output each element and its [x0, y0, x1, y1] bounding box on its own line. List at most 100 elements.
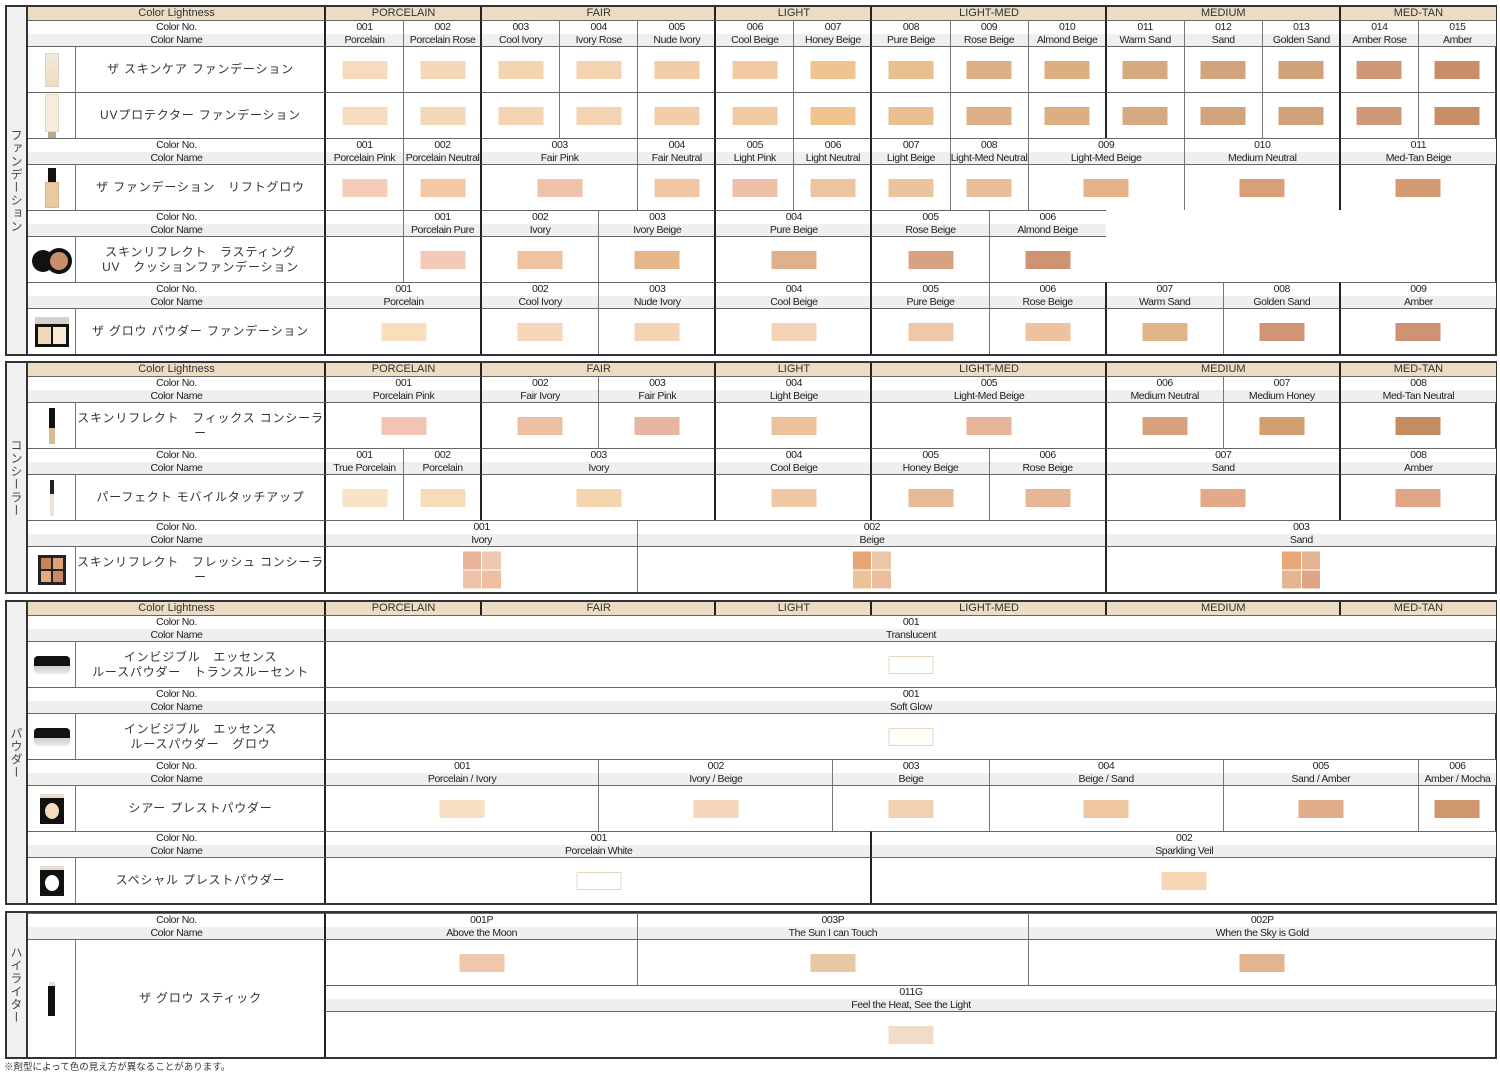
swatch-cell[interactable] — [403, 236, 482, 282]
shade-name: Ivory — [326, 534, 638, 546]
swatch-cell[interactable] — [988, 308, 1106, 354]
swatch-cell[interactable] — [1261, 46, 1340, 92]
color-swatch — [1122, 60, 1168, 79]
swatch-cell[interactable] — [714, 402, 872, 448]
swatch-cell[interactable] — [1338, 164, 1496, 210]
swatch-cell[interactable] — [598, 402, 716, 448]
swatch-cell[interactable] — [714, 164, 794, 210]
swatch-cell[interactable] — [1338, 474, 1496, 520]
swatch-cell[interactable] — [480, 92, 560, 138]
swatch-cell[interactable] — [1027, 939, 1496, 985]
swatch-cell[interactable] — [1104, 474, 1340, 520]
swatch-cell[interactable] — [324, 857, 872, 903]
swatch-cell[interactable] — [598, 308, 716, 354]
swatch-cell[interactable] — [1417, 785, 1496, 831]
swatch-cell[interactable] — [403, 164, 482, 210]
swatch-cell[interactable] — [324, 164, 404, 210]
swatch-cell[interactable] — [324, 92, 404, 138]
shade-header: 011G Feel the Heat, See the Light — [324, 985, 1496, 1011]
swatch-cell[interactable] — [714, 92, 794, 138]
swatch-cell[interactable] — [480, 46, 560, 92]
swatch-cell[interactable] — [1183, 92, 1262, 138]
swatch-cell[interactable] — [714, 236, 872, 282]
swatch-cell[interactable] — [870, 474, 989, 520]
swatch-cell[interactable] — [324, 785, 599, 831]
swatch-cell[interactable] — [324, 1011, 1496, 1057]
swatch-cell[interactable] — [1104, 546, 1496, 592]
swatch-cell[interactable] — [1027, 164, 1184, 210]
swatch-cell[interactable] — [1183, 164, 1340, 210]
swatch-cell[interactable] — [403, 474, 482, 520]
swatch-cell[interactable] — [480, 236, 599, 282]
swatch-cell[interactable] — [637, 46, 716, 92]
swatch-cell[interactable] — [870, 857, 1496, 903]
swatch-cell[interactable] — [559, 46, 638, 92]
shade-header: 007 Warm Sand — [1104, 282, 1223, 308]
color-swatch — [1298, 799, 1344, 818]
swatch-cell[interactable] — [1183, 46, 1262, 92]
swatch-cell[interactable] — [870, 402, 1106, 448]
swatch-cell[interactable] — [1222, 402, 1340, 448]
shade-header: 006 Cool Beige — [714, 20, 794, 46]
swatch-cell[interactable] — [870, 308, 989, 354]
swatch-cell[interactable] — [324, 939, 638, 985]
swatch-cell[interactable] — [559, 92, 638, 138]
swatch-cell[interactable] — [793, 164, 872, 210]
swatch-cell[interactable] — [1338, 402, 1496, 448]
shade-name: Light Beige — [716, 390, 872, 402]
swatch-cell[interactable] — [637, 546, 1106, 592]
swatch-cell[interactable] — [1417, 92, 1496, 138]
swatch-cell[interactable] — [637, 92, 716, 138]
swatch-cell[interactable] — [598, 785, 833, 831]
swatch-cell[interactable] — [1104, 46, 1184, 92]
color-name-label: Color Name — [28, 390, 325, 402]
swatch-cell[interactable] — [714, 46, 794, 92]
shade-header: 013 Golden Sand — [1261, 20, 1340, 46]
swatch-cell[interactable] — [1417, 46, 1496, 92]
swatch-cell[interactable] — [324, 308, 482, 354]
swatch-cell[interactable] — [324, 474, 404, 520]
swatch-cell[interactable] — [1261, 92, 1340, 138]
swatch-cell[interactable] — [598, 236, 716, 282]
swatch-cell[interactable] — [949, 46, 1028, 92]
swatch-cell[interactable] — [870, 92, 950, 138]
swatch-cell[interactable] — [324, 402, 482, 448]
swatch-cell[interactable] — [870, 236, 989, 282]
swatch-cell[interactable] — [480, 474, 716, 520]
swatch-cell[interactable] — [324, 46, 404, 92]
swatch-cell[interactable] — [988, 785, 1223, 831]
swatch-cell[interactable] — [324, 546, 638, 592]
swatch-cell[interactable] — [832, 785, 989, 831]
swatch-cell[interactable] — [1222, 785, 1418, 831]
swatch-cell[interactable] — [1027, 92, 1106, 138]
swatch-cell[interactable] — [1338, 308, 1496, 354]
swatch-cell[interactable] — [324, 713, 1496, 759]
swatch-cell[interactable] — [1027, 46, 1106, 92]
swatch-cell[interactable] — [1104, 308, 1223, 354]
swatch-cell[interactable] — [949, 92, 1028, 138]
swatch-cell[interactable] — [637, 939, 1028, 985]
swatch-cell[interactable] — [480, 402, 599, 448]
swatch-cell[interactable] — [1104, 92, 1184, 138]
swatch-cell[interactable] — [714, 308, 872, 354]
swatch-cell[interactable] — [324, 641, 1496, 687]
swatch-cell[interactable] — [870, 164, 950, 210]
swatch-cell[interactable] — [988, 236, 1106, 282]
swatch-cell[interactable] — [949, 164, 1028, 210]
lightness-group: FAIR — [480, 602, 716, 615]
swatch-cell[interactable] — [793, 92, 872, 138]
swatch-cell[interactable] — [793, 46, 872, 92]
swatch-cell[interactable] — [480, 164, 638, 210]
swatch-cell[interactable] — [403, 92, 482, 138]
swatch-cell[interactable] — [637, 164, 716, 210]
swatch-cell[interactable] — [1222, 308, 1340, 354]
shade-header: 014 Amber Rose — [1338, 20, 1418, 46]
swatch-cell[interactable] — [1104, 402, 1223, 448]
swatch-cell[interactable] — [1338, 46, 1418, 92]
swatch-cell[interactable] — [403, 46, 482, 92]
swatch-cell[interactable] — [988, 474, 1106, 520]
swatch-cell[interactable] — [1338, 92, 1418, 138]
swatch-cell[interactable] — [480, 308, 599, 354]
swatch-cell[interactable] — [870, 46, 950, 92]
swatch-cell[interactable] — [714, 474, 872, 520]
